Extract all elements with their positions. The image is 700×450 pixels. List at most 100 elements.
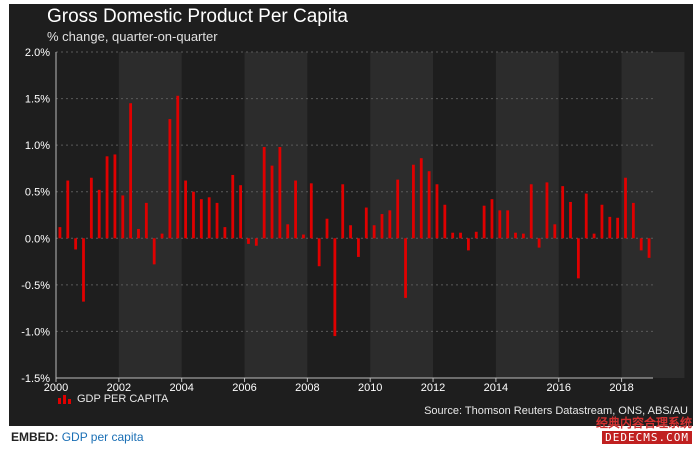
x-tick-label: 2014 <box>484 382 508 394</box>
bar <box>608 216 612 239</box>
bar <box>207 197 211 239</box>
bar <box>74 238 78 250</box>
bar <box>404 238 407 298</box>
bar <box>396 179 400 239</box>
x-tick-label: 2002 <box>107 382 131 394</box>
x-tick-label: 2006 <box>232 382 256 394</box>
bar <box>176 95 180 239</box>
bar <box>490 199 494 239</box>
bar <box>412 164 415 239</box>
y-tick-label: 1.0% <box>25 140 50 152</box>
bar <box>137 228 140 239</box>
bar <box>254 238 258 246</box>
bar <box>419 158 423 239</box>
x-tick-label: 2016 <box>546 382 570 394</box>
year-band <box>495 52 559 378</box>
bar <box>584 193 588 239</box>
bar <box>600 204 604 239</box>
bar <box>105 156 109 239</box>
chart-title: Gross Domestic Product Per Capita <box>47 6 348 27</box>
bar <box>537 238 541 248</box>
y-axis-ticks: 2.0% 1.5% 1.0% 0.5% 0.0% -0.5% -1.0% -1.5% <box>21 47 50 385</box>
bar <box>592 233 596 239</box>
watermark-text-bottom: DEDECMS.COM <box>602 431 692 444</box>
bar <box>459 232 462 239</box>
bar <box>144 202 148 239</box>
embed-line: EMBED: GDP per capita <box>11 430 144 444</box>
bar <box>129 103 133 239</box>
bar <box>302 234 305 239</box>
year-band <box>621 52 685 378</box>
bar <box>380 214 384 239</box>
bar <box>341 184 345 239</box>
x-tick-label: 2008 <box>295 382 319 394</box>
bar <box>113 154 117 239</box>
x-axis-ticks: 2000 2002 2004 2006 2008 2010 2012 2014 2016 2018 <box>44 378 634 394</box>
bar <box>160 233 164 239</box>
watermark-logo: 经典内容合理系统 DEDECMS.COM <box>588 414 692 444</box>
y-tick-label: -1.5% <box>21 373 50 385</box>
bar <box>286 224 290 239</box>
bar <box>569 201 572 239</box>
embed-link[interactable]: GDP per capita <box>61 430 144 444</box>
bar <box>364 207 368 239</box>
bar <box>624 177 627 239</box>
bar <box>631 202 635 239</box>
y-tick-label: -1.0% <box>21 326 50 338</box>
bar <box>97 189 101 239</box>
bar <box>482 205 486 239</box>
y-tick-label: 0.5% <box>25 187 50 199</box>
bar <box>616 217 620 239</box>
y-tick-label: -0.5% <box>21 280 50 292</box>
bar <box>529 184 533 239</box>
bar <box>82 238 85 302</box>
bar <box>89 177 93 239</box>
bar <box>215 202 219 239</box>
bar <box>325 218 329 239</box>
bar <box>647 238 651 258</box>
bar <box>58 227 62 239</box>
bars <box>58 95 651 337</box>
bar <box>121 195 125 239</box>
year-band <box>370 52 434 378</box>
bar <box>270 165 274 239</box>
bar <box>239 185 242 239</box>
y-tick-label: 1.5% <box>25 94 50 106</box>
y-tick-label: 0.0% <box>25 233 50 245</box>
x-tick-label: 2004 <box>169 382 193 394</box>
bar <box>451 232 455 239</box>
bar <box>199 199 203 239</box>
bar <box>262 147 266 239</box>
bar <box>152 238 156 265</box>
bar <box>357 238 360 257</box>
bar <box>66 180 70 239</box>
bar <box>521 233 525 239</box>
x-tick-label: 2000 <box>44 382 68 394</box>
bar <box>435 184 439 239</box>
bar <box>576 238 580 279</box>
bar <box>443 204 447 239</box>
bar <box>388 210 392 239</box>
bar <box>333 238 337 337</box>
bar <box>184 180 188 239</box>
bar <box>498 210 502 239</box>
source-note: Source: Thomson Reuters Datastream, ONS,… <box>424 405 688 417</box>
legend-bar-icon <box>58 394 71 404</box>
x-tick-label: 2010 <box>358 382 382 394</box>
year-band <box>244 52 308 378</box>
bar <box>514 232 517 239</box>
bar <box>317 238 321 267</box>
bar <box>553 224 557 239</box>
bar <box>506 210 510 239</box>
bar <box>192 191 195 239</box>
bar <box>474 231 478 239</box>
x-tick-label: 2018 <box>609 382 633 394</box>
bar <box>561 186 565 239</box>
chart-subtitle: % change, quarter-on-quarter <box>47 29 218 44</box>
legend: GDP PER CAPITA <box>58 393 168 405</box>
bar <box>294 180 297 239</box>
bar <box>545 182 549 239</box>
bar <box>639 238 643 251</box>
bar <box>223 227 227 239</box>
